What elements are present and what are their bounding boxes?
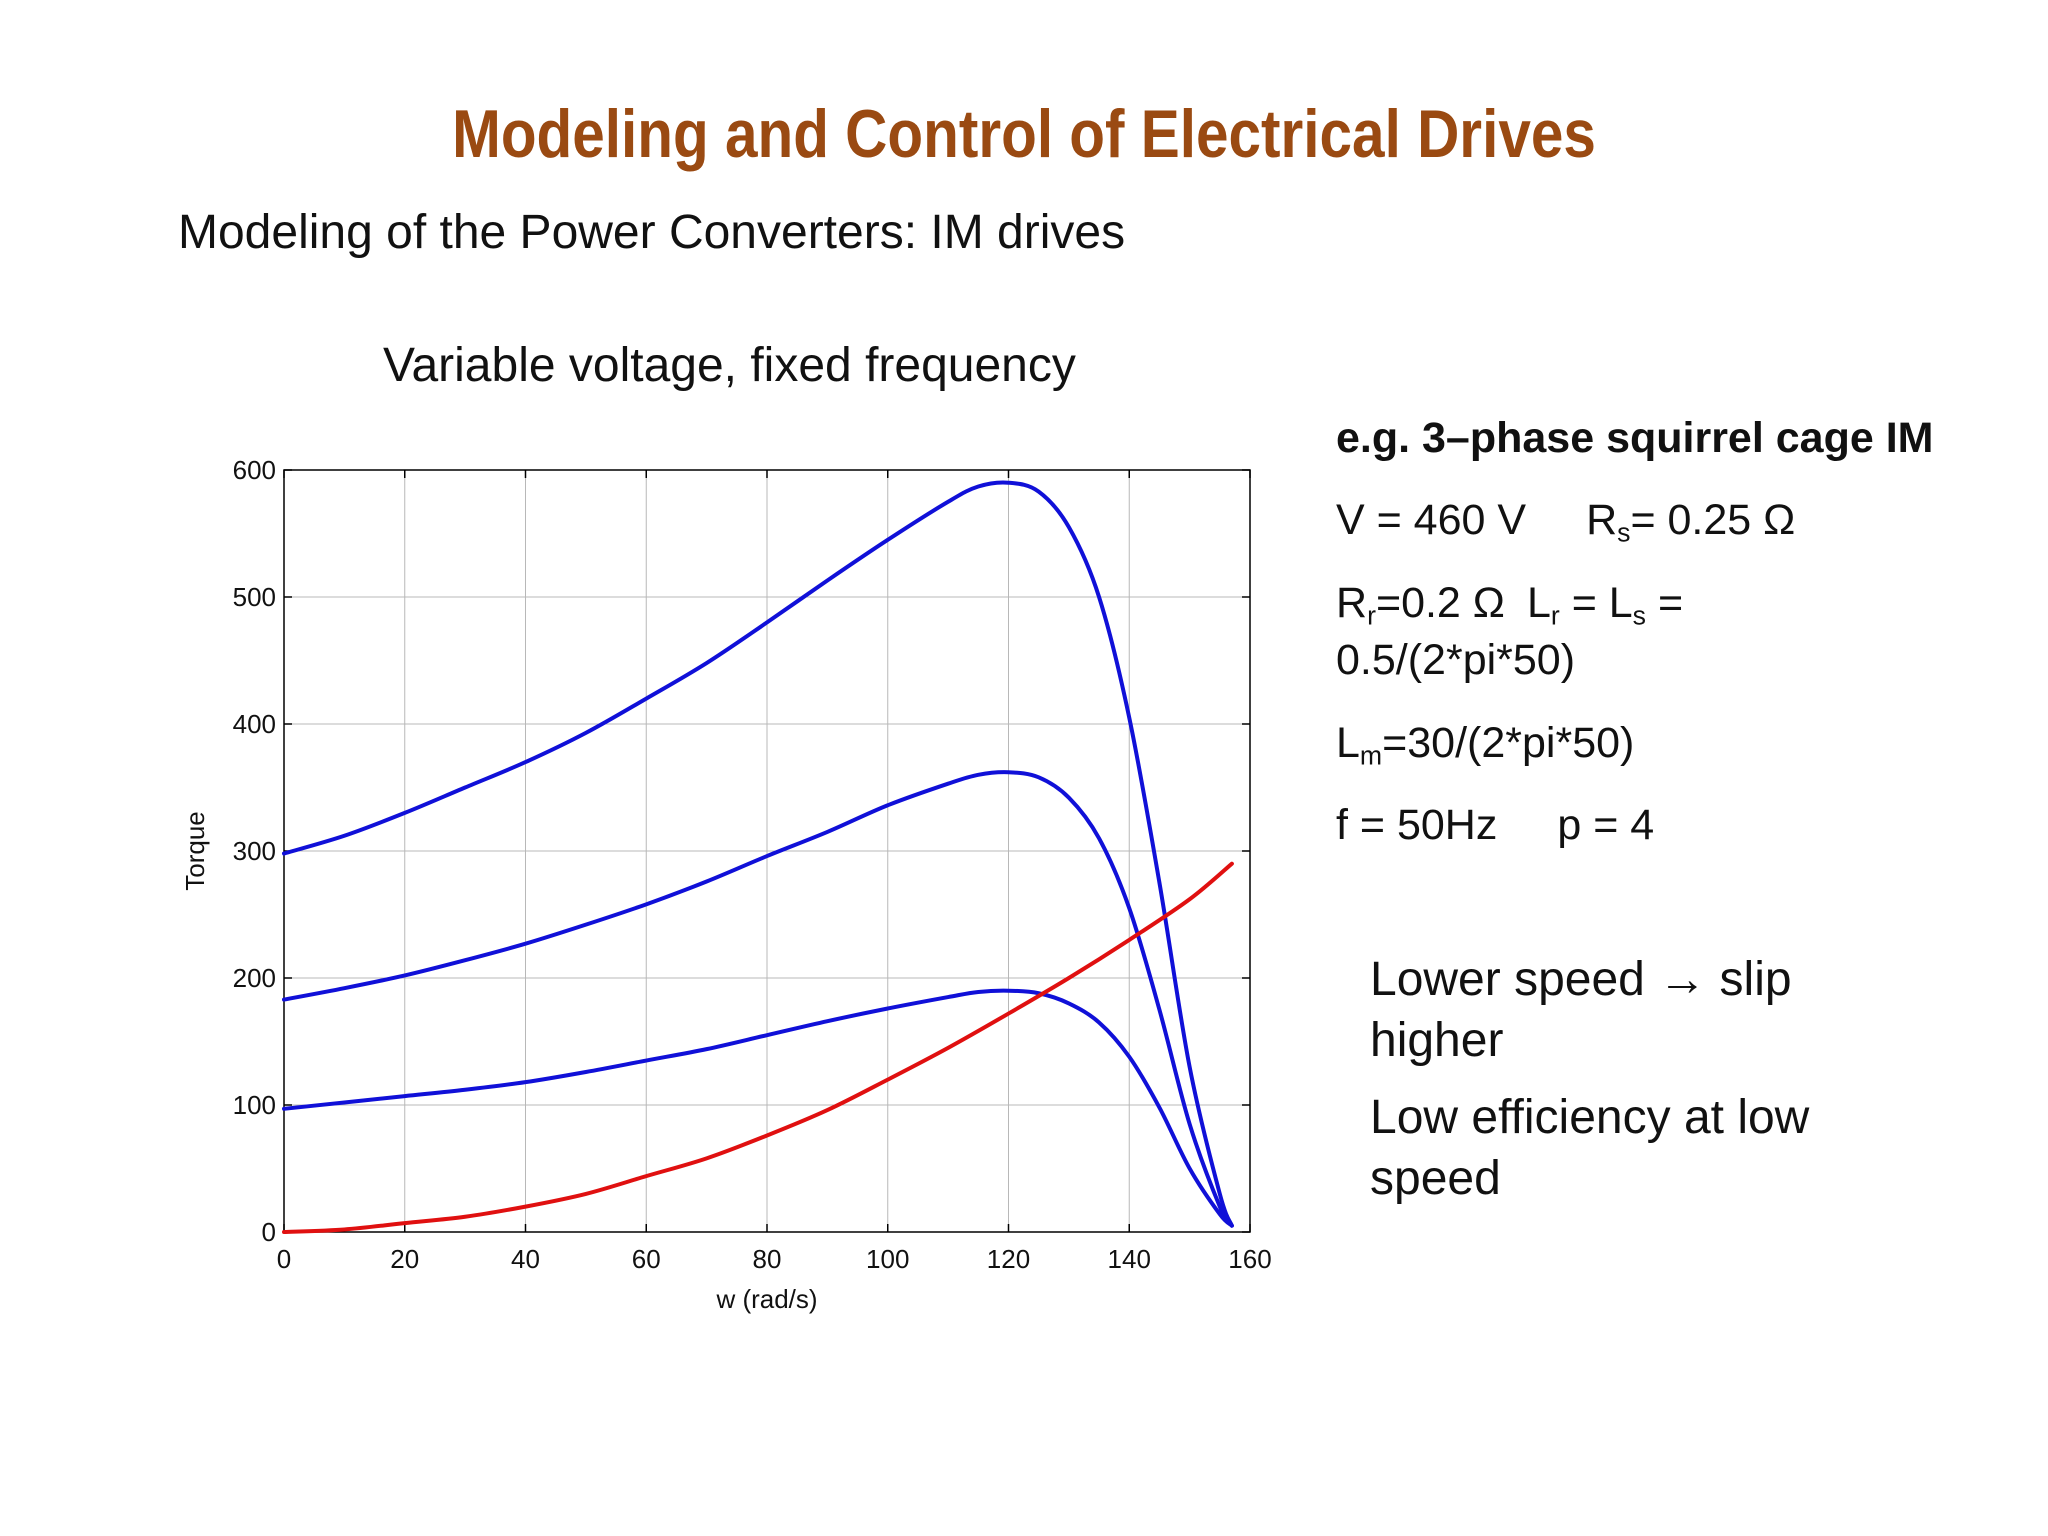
y-tick-label: 0 [262, 1217, 276, 1247]
slide-subtitle: Modeling of the Power Converters: IM dri… [178, 206, 1126, 259]
voltage-rs-line: V = 460 V Rs= 0.25 Ω [1336, 495, 1795, 547]
x-tick-label: 60 [632, 1244, 661, 1274]
y-tick-label: 400 [233, 709, 276, 739]
y-tick-label: 300 [233, 836, 276, 866]
lm-subscript: m [1359, 740, 1383, 771]
x-tick-label: 120 [987, 1244, 1030, 1274]
rr-lr-line: Rr=0.2 Ω Lr = Ls = [1336, 578, 1683, 630]
note-line: Low efficiency at low [1370, 1091, 1810, 1144]
chart-title: Variable voltage, fixed frequency [383, 339, 1076, 392]
ls-subscript: s [1632, 600, 1646, 631]
y-axis-label: Torque [180, 811, 210, 891]
lr-equals: = L [1559, 579, 1633, 627]
x-tick-label: 80 [753, 1244, 782, 1274]
note-line: speed [1370, 1151, 1501, 1205]
rs-subscript: s [1617, 517, 1631, 548]
lm-line: Lm=30/(2*pi*50) [1336, 718, 1634, 770]
ls-equals: = [1646, 579, 1684, 627]
motor-type-heading: e.g. 3–phase squirrel cage IM [1336, 414, 1934, 462]
poles-value: p = 4 [1557, 801, 1655, 849]
motor-torque-line [282, 480, 1234, 1228]
rr-value: =0.2 Ω [1375, 579, 1505, 627]
note-lower-speed: Lower speed → slip higher [1370, 950, 1792, 1072]
lm-symbol: L [1336, 719, 1360, 767]
torque-speed-chart: 0 20 40 60 80 100 120 140 160 0 100 200 300 400 500 600… [180, 455, 1272, 1314]
note-line: Lower speed → slip [1370, 953, 1792, 1006]
chart-series [282, 480, 1234, 1234]
motor-torque-line [282, 770, 1234, 1228]
frequency-value: f = 50Hz [1336, 801, 1498, 849]
x-tick-label: 20 [390, 1244, 419, 1274]
motor-torque-line [282, 988, 1234, 1228]
note-line: higher [1370, 1013, 1504, 1067]
rr-symbol: R [1336, 579, 1368, 627]
voltage-value: V = 460 V [1336, 496, 1527, 544]
x-tick-label: 40 [511, 1244, 540, 1274]
note-low-efficiency: Low efficiency at low speed [1370, 1088, 1809, 1210]
slide-title: Modeling and Control of Electrical Drive… [452, 96, 1596, 172]
x-tick-label: 0 [277, 1244, 291, 1274]
y-tick-label: 100 [233, 1090, 276, 1120]
y-tick-label: 600 [233, 455, 276, 485]
y-tick-label: 500 [233, 582, 276, 612]
rr-subscript: r [1367, 600, 1376, 631]
x-tick-label: 100 [866, 1244, 909, 1274]
rs-value: = 0.25 Ω [1630, 496, 1796, 544]
x-axis-label: w (rad/s) [715, 1284, 817, 1314]
lr-subscript: r [1550, 600, 1560, 631]
load-torque-line [282, 861, 1234, 1234]
chart-ticks: 0 20 40 60 80 100 120 140 160 0 100 200 300 400 500 600 [233, 455, 1272, 1274]
x-tick-label: 140 [1108, 1244, 1151, 1274]
lm-value: =30/(2*pi*50) [1382, 719, 1635, 767]
x-tick-label: 160 [1228, 1244, 1271, 1274]
frequency-poles-line: f = 50Hz p = 4 [1336, 800, 1654, 852]
rs-symbol: R [1586, 496, 1618, 544]
y-tick-label: 200 [233, 963, 276, 993]
lr-symbol: L [1526, 579, 1551, 627]
inductance-value: 0.5/(2*pi*50) [1336, 636, 1576, 684]
